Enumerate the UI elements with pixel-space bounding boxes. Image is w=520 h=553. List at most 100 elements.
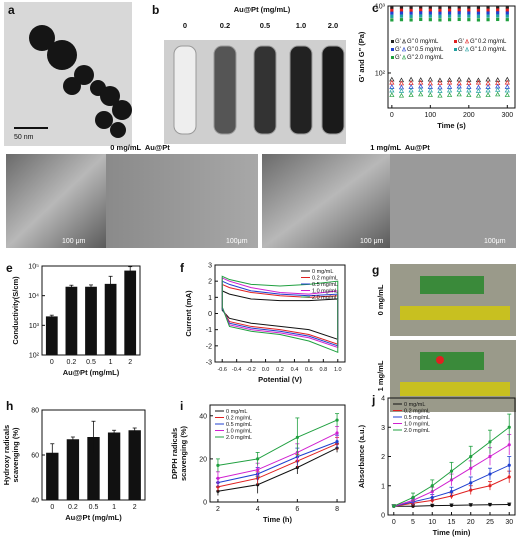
point <box>469 503 473 507</box>
sensor-strip <box>400 306 510 320</box>
legend-label: G' <box>458 39 464 45</box>
panel-label: j <box>371 393 375 407</box>
legend-label: 2.0 mg/mL <box>226 435 252 441</box>
led <box>436 356 444 364</box>
point <box>449 490 454 494</box>
x-tick-label: 1.0 <box>334 367 342 373</box>
scale-bar-label: 100 μm <box>62 238 86 245</box>
storage-point <box>496 5 500 9</box>
storage-point <box>428 5 432 9</box>
x-tick-label: 0 <box>392 519 396 526</box>
panel-label: b <box>152 3 159 17</box>
bar <box>124 270 137 355</box>
storage-point <box>399 14 404 18</box>
bar <box>66 439 80 500</box>
storage-point <box>476 5 481 10</box>
storage-point <box>496 11 500 15</box>
legend-label: 2.0 mg/mL <box>312 295 338 301</box>
legend-label: 1.0 mg/mL <box>478 47 507 53</box>
y-tick-label: 4 <box>381 396 385 403</box>
y-tick-label: 2 <box>381 454 385 461</box>
condition-label: 1 mg/mL <box>376 360 385 391</box>
series-line <box>217 432 338 479</box>
bar <box>104 283 117 355</box>
x-tick-label: 5 <box>411 519 415 526</box>
loss-point <box>475 77 482 83</box>
storage-point <box>476 11 481 15</box>
loss-point <box>495 87 501 92</box>
storage-point <box>486 11 490 15</box>
legend-marker <box>402 46 406 52</box>
y-axis-label: Current (mA) <box>184 290 193 337</box>
legend-label: 0 mg/mL <box>415 39 439 45</box>
x-axis-label: Au@Pt (mg/mL) <box>65 513 122 522</box>
point <box>469 488 473 492</box>
nanoparticles <box>29 25 132 138</box>
y-tick-label: 3 <box>381 425 385 432</box>
y-tick-label: 60 <box>31 453 39 460</box>
scale-bar-label: 100 μm <box>360 238 384 245</box>
storage-point <box>486 5 490 9</box>
storage-point <box>419 17 423 22</box>
y-axis-label: Hydroxy radicals <box>2 425 11 485</box>
point <box>507 475 511 479</box>
legend-label: 0 mg/mL <box>404 402 425 408</box>
point <box>507 463 511 467</box>
storage-point <box>428 14 432 18</box>
legend-label: 0.2 mg/mL <box>478 39 507 45</box>
storage-point <box>409 18 413 22</box>
point <box>488 503 492 507</box>
y-tick-label: 10⁴ <box>28 293 39 300</box>
legend-label: 1.0 mg/mL <box>404 422 430 428</box>
storage-point <box>476 8 481 12</box>
storage-point <box>505 14 509 18</box>
bar <box>87 437 100 500</box>
storage-point <box>486 18 490 22</box>
x-axis-label: Potential (V) <box>258 375 302 384</box>
loss-point <box>456 91 462 97</box>
point <box>256 457 260 461</box>
loss-point <box>466 92 472 97</box>
loss-point <box>475 92 482 98</box>
storage-point <box>505 5 509 9</box>
y-tick-label: 3 <box>208 263 212 270</box>
loss-point <box>446 79 453 85</box>
storage-point <box>467 14 471 18</box>
loss-point <box>485 92 491 97</box>
point <box>216 476 220 480</box>
x-tick-label: 0.8 <box>320 367 328 373</box>
scale-bar-label: 100μm <box>484 238 506 245</box>
plot-frame <box>209 404 346 503</box>
x-tick-label: 8 <box>335 506 339 513</box>
y-tick-label: 40 <box>199 413 207 420</box>
point <box>488 484 492 488</box>
point <box>335 440 339 444</box>
legend-marker <box>391 48 394 51</box>
y-tick-label: 10³ <box>29 323 40 330</box>
y-axis-label: Absorbance (a.u.) <box>357 424 366 488</box>
panel-label: e <box>6 261 13 275</box>
loss-point <box>398 88 405 93</box>
legend-marker <box>391 56 394 59</box>
storage-point <box>486 14 490 18</box>
x-tick-label: 0 <box>390 112 394 119</box>
bar <box>85 286 97 355</box>
y-tick-label: 10³ <box>375 4 386 11</box>
legend-label: 0.2 mg/mL <box>312 276 338 282</box>
legend-label: 1.0 mg/mL <box>312 289 338 295</box>
storage-point <box>419 8 423 12</box>
loss-point <box>446 77 453 82</box>
storage-point <box>428 11 432 15</box>
loss-point <box>389 92 395 97</box>
x-tick-label: 1 <box>109 359 113 366</box>
storage-point <box>409 5 413 10</box>
storage-point <box>467 8 471 12</box>
loss-point <box>504 92 510 97</box>
y-tick-label: 80 <box>31 408 39 415</box>
y-tick-label: 0 <box>208 311 212 318</box>
y-axis-label: G' and G" (Pa) <box>357 31 366 82</box>
x-tick-label: 0.5 <box>86 359 96 366</box>
loss-point <box>475 79 482 85</box>
legend-marker <box>454 40 457 43</box>
